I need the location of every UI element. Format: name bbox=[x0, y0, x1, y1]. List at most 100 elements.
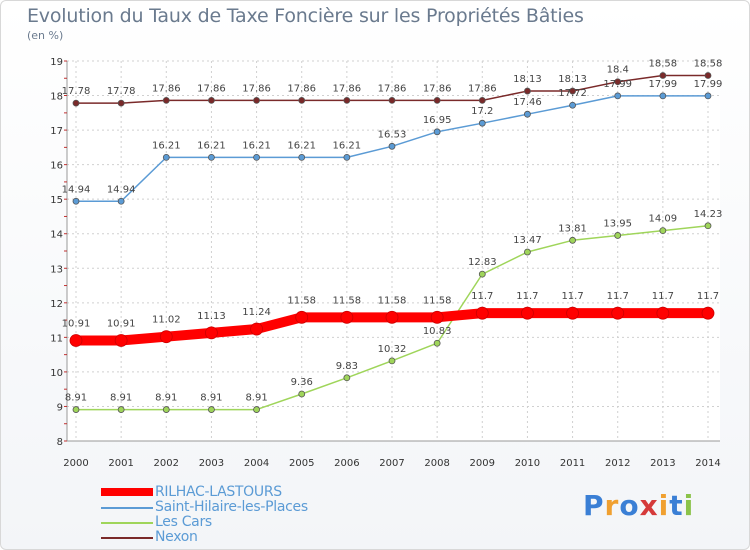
data-label: 13.95 bbox=[603, 218, 632, 229]
x-tick-label: 2002 bbox=[154, 458, 179, 469]
logo-letter: x bbox=[639, 489, 659, 522]
data-point bbox=[659, 92, 667, 100]
data-label: 16.21 bbox=[197, 140, 226, 151]
data-label: 11.7 bbox=[471, 291, 493, 302]
data-point bbox=[478, 270, 486, 278]
data-label: 11.7 bbox=[516, 291, 538, 302]
data-label: 17.86 bbox=[152, 83, 181, 94]
data-point bbox=[385, 310, 399, 324]
logo-letter: i bbox=[658, 489, 670, 522]
data-point bbox=[72, 99, 80, 107]
data-label: 17.86 bbox=[242, 83, 271, 94]
y-tick-label: 8 bbox=[57, 437, 63, 448]
y-tick-label: 10 bbox=[50, 368, 63, 379]
data-point bbox=[253, 406, 260, 413]
data-point bbox=[524, 110, 531, 118]
data-label: 17.86 bbox=[333, 83, 362, 94]
data-point bbox=[611, 306, 625, 320]
y-tick-label: 16 bbox=[50, 161, 63, 172]
logo-letter: P bbox=[583, 489, 605, 522]
data-point bbox=[114, 334, 128, 347]
data-label: 8.91 bbox=[245, 393, 267, 404]
data-point bbox=[343, 374, 351, 382]
data-label: 11.13 bbox=[197, 311, 226, 322]
data-point bbox=[343, 96, 351, 104]
data-point bbox=[433, 128, 441, 136]
plot-area bbox=[67, 61, 720, 441]
x-tick-label: 2007 bbox=[379, 458, 404, 469]
data-point bbox=[701, 306, 715, 320]
data-label: 11.02 bbox=[152, 315, 181, 326]
data-label: 11.7 bbox=[607, 291, 629, 302]
legend-item-saint-hilaire[interactable]: Saint-Hilaire-les-Places bbox=[101, 499, 361, 515]
data-point bbox=[72, 197, 80, 205]
data-point bbox=[433, 96, 441, 104]
data-label: 11.58 bbox=[287, 295, 316, 306]
data-point bbox=[569, 236, 576, 244]
data-label: 17.46 bbox=[513, 97, 542, 108]
data-point bbox=[478, 96, 486, 104]
data-point bbox=[208, 406, 215, 413]
data-label: 8.91 bbox=[110, 393, 132, 404]
data-point bbox=[117, 406, 125, 413]
data-label: 10.32 bbox=[378, 344, 407, 355]
chart-title: Evolution du Taux de Taxe Foncière sur l… bbox=[27, 5, 584, 27]
data-label: 13.47 bbox=[513, 235, 542, 246]
data-point bbox=[250, 322, 263, 336]
legend-label-saint-hilaire: Saint-Hilaire-les-Places bbox=[155, 499, 308, 515]
data-label: 11.24 bbox=[242, 307, 271, 318]
legend-item-nexon[interactable]: Nexon bbox=[101, 529, 361, 545]
data-point bbox=[208, 153, 215, 161]
legend-item-rilhac[interactable]: RILHAC-LASTOURS bbox=[101, 484, 361, 500]
data-point bbox=[430, 310, 444, 324]
data-label: 17.2 bbox=[471, 106, 493, 117]
data-label: 10.83 bbox=[423, 326, 452, 337]
y-tick-label: 9 bbox=[57, 402, 63, 413]
data-point bbox=[388, 142, 396, 150]
data-label: 12.83 bbox=[468, 257, 497, 268]
data-point bbox=[343, 153, 351, 161]
data-point bbox=[298, 96, 306, 104]
data-point bbox=[253, 153, 260, 161]
y-tick-label: 19 bbox=[50, 57, 63, 68]
data-point bbox=[298, 390, 306, 398]
data-point bbox=[521, 306, 534, 320]
data-label: 18.13 bbox=[513, 74, 542, 85]
data-point bbox=[117, 99, 125, 107]
data-point bbox=[253, 96, 260, 104]
data-point bbox=[659, 72, 667, 79]
logo-letter: t bbox=[669, 489, 684, 522]
data-label: 11.7 bbox=[697, 291, 719, 302]
logo-letter: r bbox=[604, 489, 620, 522]
x-tick-label: 2013 bbox=[650, 458, 675, 469]
data-label: 17.78 bbox=[107, 86, 136, 97]
data-label: 17.86 bbox=[378, 83, 407, 94]
data-label: 16.21 bbox=[152, 140, 181, 151]
data-label: 18.4 bbox=[607, 65, 629, 76]
y-tick-label: 18 bbox=[50, 92, 63, 103]
data-point bbox=[162, 406, 170, 413]
x-tick-label: 2008 bbox=[424, 458, 449, 469]
data-label: 10.91 bbox=[62, 318, 91, 329]
data-point bbox=[208, 96, 215, 104]
x-tick-label: 2012 bbox=[605, 458, 630, 469]
legend-swatch-nexon bbox=[101, 537, 153, 539]
data-label: 17.99 bbox=[603, 79, 632, 90]
data-label: 16.95 bbox=[423, 115, 452, 126]
data-label: 16.53 bbox=[378, 129, 407, 140]
data-point bbox=[614, 92, 622, 100]
data-point bbox=[298, 153, 306, 161]
legend-item-les-cars[interactable]: Les Cars bbox=[101, 514, 361, 530]
x-tick-label: 2001 bbox=[108, 458, 133, 469]
data-label: 11.7 bbox=[561, 291, 583, 302]
data-label: 9.83 bbox=[336, 361, 358, 372]
data-point bbox=[524, 87, 531, 95]
data-label: 17.72 bbox=[558, 88, 587, 99]
data-label: 10.91 bbox=[107, 318, 136, 329]
data-point bbox=[569, 87, 576, 95]
y-tick-label: 12 bbox=[50, 299, 63, 310]
y-tick-label: 13 bbox=[50, 264, 63, 275]
data-point bbox=[566, 306, 579, 320]
data-label: 8.91 bbox=[200, 393, 222, 404]
